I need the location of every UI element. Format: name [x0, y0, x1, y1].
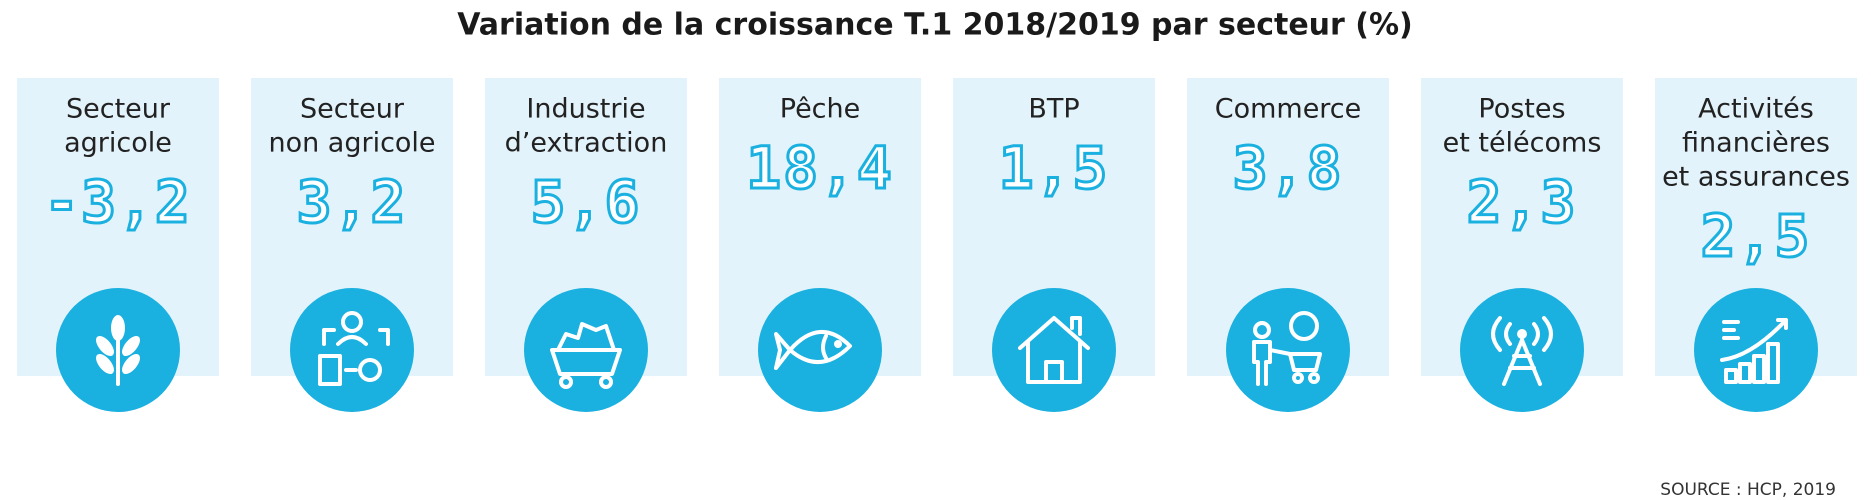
icon-shape [1308, 372, 1320, 384]
icon-shape [1738, 362, 1752, 384]
icon-shape [96, 336, 114, 356]
sector-label: Activités [1698, 94, 1814, 125]
sector-value: 18,4 [746, 134, 894, 202]
sector-icon [1491, 316, 1553, 386]
sector-value: -3,2 [44, 168, 192, 236]
icon-shape [559, 375, 573, 389]
title: Variation de la croissance T.1 2018/2019… [457, 8, 1413, 43]
icon-shape [1253, 321, 1271, 339]
sector-label: d’extraction [505, 128, 668, 159]
icon-shape [821, 334, 828, 360]
icon-shape [1289, 311, 1319, 341]
icon-shape [111, 315, 125, 341]
sector-value: 1,5 [999, 134, 1110, 202]
sector-label: Industrie [526, 94, 645, 125]
sector-icon [1018, 316, 1090, 384]
sector-value: 3,8 [1233, 134, 1344, 202]
sector-value: 2,3 [1467, 168, 1578, 236]
icon-shape [1517, 329, 1527, 339]
icon-shape [1018, 316, 1090, 384]
sector-icon [318, 311, 390, 386]
sector-icon [774, 329, 852, 370]
icon-shape [1766, 342, 1780, 384]
sector-label: Secteur [66, 94, 171, 125]
icon-shape [1491, 316, 1553, 386]
icon-shape [599, 375, 613, 389]
icon-shape [1252, 340, 1292, 386]
sector-icon [1720, 318, 1788, 384]
sector-label: et assurances [1662, 162, 1850, 193]
icon-shape [1720, 318, 1788, 362]
icon-shape [336, 335, 368, 346]
sector-label: Pêche [780, 94, 861, 125]
sector-label: financières [1682, 128, 1830, 159]
sector-icon [1252, 311, 1322, 386]
icon-shape [122, 336, 140, 356]
sector-label: non agricole [268, 128, 435, 159]
icon-shape [1288, 352, 1322, 372]
sector-label: Secteur [300, 94, 405, 125]
sector-label: Commerce [1215, 94, 1362, 125]
sector-label: et télécoms [1443, 128, 1602, 159]
icon-shape [1752, 354, 1766, 384]
icon-circle [1694, 288, 1818, 412]
sector-label: Postes [1478, 94, 1565, 125]
sector-value: 2,5 [1701, 202, 1812, 270]
icon-shape [556, 322, 616, 352]
icon-shape [1724, 368, 1738, 384]
sector-value: 5,6 [531, 168, 642, 236]
icon-shape [1292, 372, 1304, 384]
icon-shape [322, 328, 390, 372]
sector-value: 3,2 [297, 168, 408, 236]
sector-icon [96, 315, 140, 386]
icon-shape [341, 311, 363, 333]
icon-shape [834, 340, 842, 348]
icon-shape [358, 358, 382, 382]
sector-icon [550, 322, 622, 389]
source: SOURCE : HCP, 2019 [1660, 480, 1836, 500]
icon-circle [1460, 288, 1584, 412]
icon-circle [992, 288, 1116, 412]
icon-shape [774, 329, 852, 370]
sector-label: BTP [1028, 94, 1079, 125]
icon-circle [1226, 288, 1350, 412]
icon-circle [290, 288, 414, 412]
icon-shape [318, 354, 342, 386]
icon-shape [96, 354, 114, 374]
icon-shape [122, 354, 140, 374]
sector-label: agricole [64, 128, 172, 159]
icon-circle [758, 288, 882, 412]
icon-shape [550, 348, 622, 376]
icon-shape [1722, 320, 1740, 340]
